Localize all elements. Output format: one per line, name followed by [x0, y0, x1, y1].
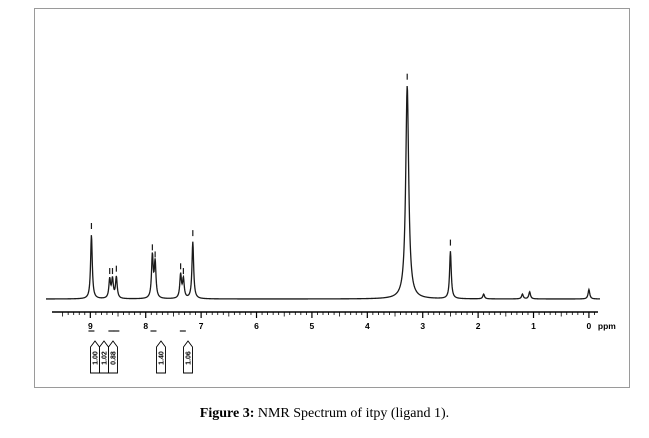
integral-label: 1.00: [93, 351, 100, 365]
integral-label: 1.06: [186, 351, 193, 365]
integral-box: 1.06: [179, 330, 193, 374]
integral-boxes: 1.00 1.02 0.88 1.40 1.06: [88, 330, 193, 374]
x-tick-label: 3: [420, 321, 425, 331]
caption-text: NMR Spectrum of itpy (ligand 1).: [254, 406, 450, 421]
ppm-axis: 9 8 7 6 5 4 3 2 1 0 ppm: [52, 311, 616, 331]
integral-label: 1.02: [102, 351, 109, 365]
x-tick-label: 8: [143, 321, 148, 331]
x-tick-label: 4: [365, 321, 370, 331]
x-tick-label: 0: [587, 321, 592, 331]
integral-label: 1.40: [159, 351, 166, 365]
x-tick-label: 2: [476, 321, 481, 331]
x-tick-label: 6: [254, 321, 259, 331]
figure-caption: Figure 3: NMR Spectrum of itpy (ligand 1…: [0, 406, 649, 422]
x-tick-label: 7: [199, 321, 204, 331]
integral-box: 0.88: [108, 330, 120, 374]
spectrum-trace: [46, 85, 601, 300]
integral-box: 1.40: [150, 330, 166, 374]
caption-prefix: Figure 3:: [199, 406, 255, 421]
axis-unit-label: ppm: [598, 321, 616, 331]
figure-frame: [34, 8, 630, 388]
integral-box: 1.00: [88, 330, 100, 374]
integral-box: 1.02: [99, 330, 115, 374]
integral-label: 0.88: [111, 351, 118, 365]
peak-markers: [90, 73, 452, 275]
x-tick-label: 5: [310, 321, 315, 331]
x-tick-label: 1: [531, 321, 536, 331]
x-tick-label: 9: [88, 321, 93, 331]
